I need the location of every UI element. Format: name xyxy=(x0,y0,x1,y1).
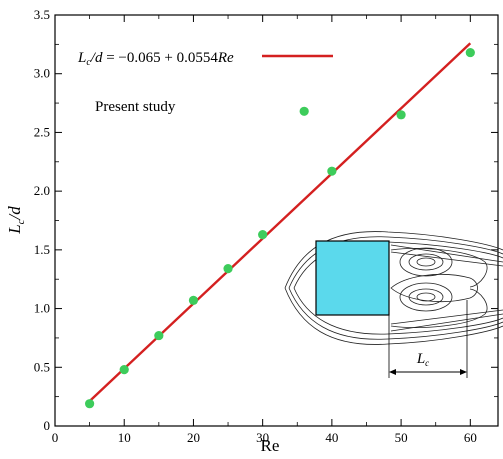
lc-arrowhead-right xyxy=(460,369,467,375)
x-tick-label: 50 xyxy=(395,430,408,445)
data-point xyxy=(396,110,406,120)
y-tick-label: 2.5 xyxy=(34,124,50,139)
y-tick-label: 0 xyxy=(44,418,51,433)
y-tick-label: 3.5 xyxy=(34,7,50,22)
lc-arrowhead-left xyxy=(389,369,396,375)
x-tick-label: 60 xyxy=(464,430,477,445)
fit-equation: Lc/d = −0.065 + 0.0554Re xyxy=(77,50,234,68)
fit-equation-lhs-rest: /d xyxy=(90,50,103,66)
x-tick-label: 0 xyxy=(52,430,59,445)
lc-label: Lc xyxy=(416,351,429,368)
data-point xyxy=(258,229,268,240)
data-point xyxy=(154,330,164,341)
legend-series-label: Present study xyxy=(95,99,176,115)
axis-ticks xyxy=(54,14,498,427)
data-points xyxy=(85,47,475,409)
x-axis-title: Re xyxy=(261,436,280,455)
data-point xyxy=(188,295,199,305)
x-tick-label: 10 xyxy=(118,430,131,445)
y-tick-label: 0.5 xyxy=(34,359,50,374)
x-tick-label: 40 xyxy=(325,430,338,445)
plot-frame xyxy=(54,14,499,427)
data-point xyxy=(299,106,309,116)
y-tick-label: 2.0 xyxy=(34,183,50,198)
y-tick-label: 1.5 xyxy=(34,242,50,257)
data-point xyxy=(465,47,475,58)
y-axis-title: Lc/d xyxy=(5,206,27,235)
fit-equation-lhs-main: L xyxy=(77,50,86,66)
x-tick-label: 30 xyxy=(256,430,269,445)
y-axis-title-rest: /d xyxy=(5,206,24,221)
fit-line xyxy=(88,42,472,402)
y-axis-title-main: L xyxy=(5,224,24,234)
data-point xyxy=(223,264,233,274)
flow-inset-diagram: Lc xyxy=(284,231,503,378)
fit-equation-rhs: = −0.065 + 0.0554 xyxy=(102,50,218,66)
data-point xyxy=(119,365,129,375)
y-tick-label: 3.0 xyxy=(34,66,50,81)
data-point xyxy=(327,166,337,176)
axis-tick-labels: 0 10 20 30 40 50 60 0 0.5 1.0 1.5 2.0 2.5 3.0 3.5 xyxy=(34,7,477,445)
x-tick-label: 20 xyxy=(187,430,200,445)
fit-equation-rhs-var: Re xyxy=(217,50,234,66)
square-cylinder xyxy=(315,240,390,316)
fit-equation-lhs-sub: c xyxy=(86,57,91,68)
y-axis-title-sub: c xyxy=(15,219,27,224)
lc-label-main: L xyxy=(416,351,425,367)
y-tick-label: 1.0 xyxy=(34,301,50,316)
lc-label-sub: c xyxy=(425,358,429,368)
data-point xyxy=(85,399,95,409)
